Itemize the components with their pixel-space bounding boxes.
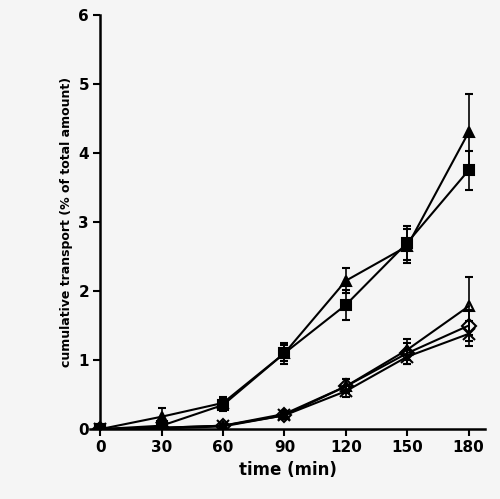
Y-axis label: cumulative transport (% of total amount): cumulative transport (% of total amount): [60, 77, 73, 367]
X-axis label: time (min): time (min): [238, 461, 336, 479]
